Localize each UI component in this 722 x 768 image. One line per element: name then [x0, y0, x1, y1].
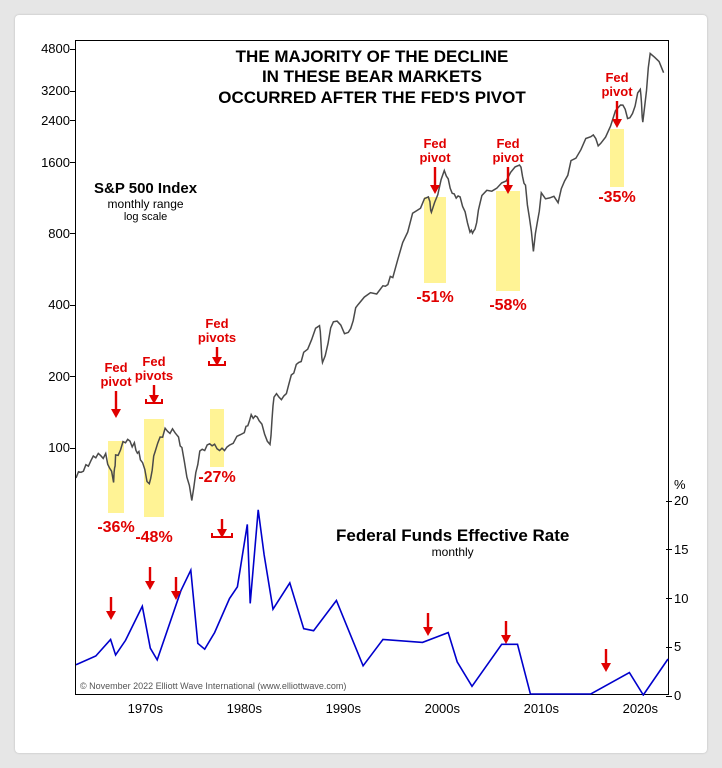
ytick-left: 2400 — [28, 113, 70, 128]
decline-pct: -58% — [489, 297, 526, 315]
pivot-label: Fedpivots — [198, 317, 236, 344]
pivot-arrow-icon — [145, 567, 155, 590]
pivot-arrow-icon — [423, 613, 433, 636]
ytick-left: 4800 — [28, 41, 70, 56]
plot-area: THE MAJORITY OF THE DECLINE IN THESE BEA… — [75, 40, 669, 695]
ffr-sub: monthly — [336, 546, 569, 559]
pivot-label: Fedpivot — [100, 361, 131, 388]
ytick-right: 20 — [674, 493, 698, 508]
xtick: 1990s — [326, 701, 361, 716]
decline-pct: -35% — [598, 189, 635, 207]
page: THE MAJORITY OF THE DECLINE IN THESE BEA… — [0, 0, 722, 768]
ytick-right: 15 — [674, 542, 698, 557]
ytick-right: 5 — [674, 639, 698, 654]
xtick: 1970s — [128, 701, 163, 716]
decline-pct: -27% — [198, 469, 235, 487]
decline-pct: -36% — [97, 519, 134, 537]
ytick-left: 200 — [28, 369, 70, 384]
ytick-left: 100 — [28, 440, 70, 455]
pivot-arrow-icon — [111, 391, 121, 418]
pivot-arrow-icon — [212, 347, 222, 366]
chart-card: THE MAJORITY OF THE DECLINE IN THESE BEA… — [15, 15, 707, 753]
sp500-sub2: log scale — [94, 211, 197, 223]
ytick-left: 400 — [28, 297, 70, 312]
decline-pct: -51% — [416, 289, 453, 307]
pivot-label: Fedpivot — [419, 137, 450, 164]
copyright: © November 2022 Elliott Wave Internation… — [80, 681, 346, 691]
xtick: 2000s — [425, 701, 460, 716]
sp500-name: S&P 500 Index — [94, 180, 197, 197]
pivot-arrow-icon — [106, 597, 116, 620]
pivot-arrow-icon — [601, 649, 611, 672]
chart-title: THE MAJORITY OF THE DECLINE IN THESE BEA… — [76, 47, 668, 108]
xtick: 2010s — [524, 701, 559, 716]
ytick-left: 3200 — [28, 83, 70, 98]
decline-pct: -48% — [135, 529, 172, 547]
pivot-arrow-icon — [501, 621, 511, 644]
title-line-2: IN THESE BEAR MARKETS — [262, 67, 482, 86]
pivot-arrow-icon — [217, 519, 227, 538]
pivot-label: Fedpivot — [601, 71, 632, 98]
ffr-name: Federal Funds Effective Rate — [336, 526, 569, 545]
pivot-arrow-icon — [149, 385, 159, 404]
ffr-label: Federal Funds Effective Rate monthly — [336, 527, 569, 559]
sp500-label: S&P 500 Index monthly range log scale — [94, 181, 197, 223]
ytick-left: 1600 — [28, 155, 70, 170]
sp500-line — [76, 54, 664, 501]
ytick-right-unit: % — [674, 477, 698, 492]
pivot-label: Fedpivots — [135, 355, 173, 382]
xtick: 2020s — [623, 701, 658, 716]
title-line-1: THE MAJORITY OF THE DECLINE — [236, 47, 509, 66]
title-line-3: OCCURRED AFTER THE FED'S PIVOT — [218, 88, 526, 107]
pivot-label: Fedpivot — [492, 137, 523, 164]
ytick-right: 0 — [674, 688, 698, 703]
sp500-sub1: monthly range — [94, 198, 197, 211]
ytick-left: 800 — [28, 226, 70, 241]
ytick-right: 10 — [674, 591, 698, 606]
xtick: 1980s — [227, 701, 262, 716]
